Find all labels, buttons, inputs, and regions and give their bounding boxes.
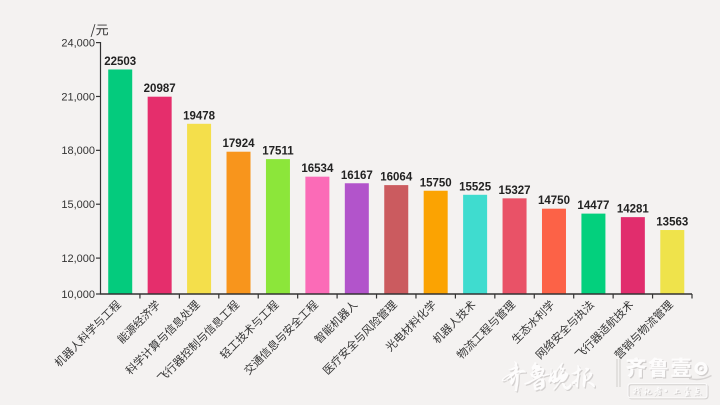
svg-text:17511: 17511 xyxy=(262,146,294,158)
svg-text:20987: 20987 xyxy=(144,83,176,95)
svg-text:18,000: 18,000 xyxy=(61,145,95,157)
svg-text:15,000: 15,000 xyxy=(61,199,95,211)
svg-text:21,000: 21,000 xyxy=(61,91,95,103)
svg-text:14750: 14750 xyxy=(538,195,570,207)
svg-text:14281: 14281 xyxy=(617,204,650,216)
svg-text:16167: 16167 xyxy=(341,170,373,182)
svg-text:14477: 14477 xyxy=(577,200,609,212)
svg-text:24,000: 24,000 xyxy=(61,38,95,50)
svg-text:10,000: 10,000 xyxy=(61,289,95,301)
svg-text:15327: 15327 xyxy=(499,185,531,197)
svg-text:22503: 22503 xyxy=(104,56,136,68)
svg-text:15750: 15750 xyxy=(420,177,452,189)
svg-text:17924: 17924 xyxy=(223,138,256,150)
svg-text:15525: 15525 xyxy=(459,181,492,193)
svg-text:16534: 16534 xyxy=(301,163,334,175)
svg-text:12,000: 12,000 xyxy=(61,253,95,265)
svg-text:13563: 13563 xyxy=(656,217,688,229)
svg-text:19478: 19478 xyxy=(183,110,216,122)
svg-text:16064: 16064 xyxy=(380,172,413,184)
